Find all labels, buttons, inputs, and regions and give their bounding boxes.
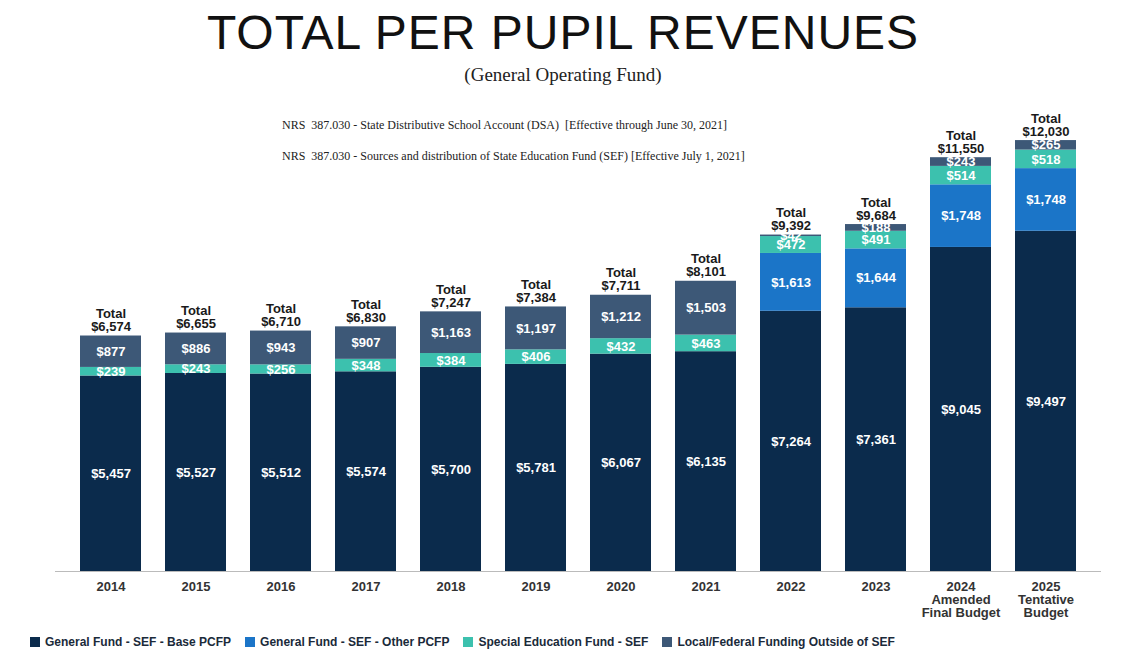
svg-text:$406: $406: [522, 349, 551, 364]
svg-text:$463: $463: [692, 336, 721, 351]
svg-text:$1,197: $1,197: [516, 321, 556, 336]
svg-text:Total$6,655: Total$6,655: [176, 303, 216, 331]
svg-text:Total$8,101: Total$8,101: [686, 251, 726, 279]
svg-text:$5,512: $5,512: [261, 465, 301, 480]
svg-text:$5,781: $5,781: [516, 460, 556, 475]
html-text:General Fund - SEF - Other PCF: General Fund - SEF - Other PCFP: [260, 635, 450, 649]
svg-text:Total$6,710: Total$6,710: [261, 301, 301, 329]
svg-text:2018: 2018: [437, 579, 466, 594]
svg-text:Total$7,247: Total$7,247: [431, 282, 471, 310]
svg-text:Total$11,550: Total$11,550: [938, 128, 984, 156]
svg-text:$491: $491: [861, 232, 891, 248]
svg-text:$239: $239: [97, 364, 126, 379]
svg-text:2022: 2022: [777, 579, 806, 594]
svg-text:$243: $243: [182, 361, 211, 376]
svg-text:$9,497: $9,497: [1026, 394, 1066, 409]
svg-text:Total$7,384: Total$7,384: [516, 277, 557, 305]
html-text:Local/Federal Funding Outside: Local/Federal Funding Outside of SEF: [677, 635, 895, 649]
svg-text:$514: $514: [947, 168, 977, 183]
svg-text:$9,045: $9,045: [941, 402, 981, 417]
svg-text:Total$6,574: Total$6,574: [91, 306, 132, 334]
svg-text:$256: $256: [267, 362, 296, 377]
html-text:Special Education Fund - SEF: Special Education Fund - SEF: [478, 635, 649, 649]
svg-text:$5,527: $5,527: [176, 465, 216, 480]
html-text:General Fund - SEF - Base PCFP: General Fund - SEF - Base PCFP: [45, 635, 231, 649]
svg-text:$1,163: $1,163: [431, 325, 471, 340]
svg-text:2016: 2016: [267, 579, 296, 594]
svg-text:$1,644: $1,644: [856, 270, 897, 285]
svg-text:2019: 2019: [522, 579, 551, 594]
svg-text:2024AmendedFinal Budget: 2024AmendedFinal Budget: [922, 579, 1001, 620]
html-text:NRS 387.030 - Sources and dist: NRS 387.030 - Sources and distribution o…: [282, 149, 745, 163]
svg-text:Total$9,684: Total$9,684: [856, 195, 897, 223]
svg-text:Total$7,711: Total$7,711: [601, 265, 640, 293]
svg-text:$877: $877: [97, 344, 126, 359]
svg-text:2020: 2020: [607, 579, 636, 594]
svg-text:$1,503: $1,503: [686, 300, 726, 315]
html-text:TOTAL PER PUPIL REVENUES: TOTAL PER PUPIL REVENUES: [206, 6, 920, 59]
svg-text:$6,067: $6,067: [601, 455, 641, 470]
svg-text:$265: $265: [1032, 137, 1061, 152]
svg-text:Total$12,030: Total$12,030: [1023, 111, 1070, 139]
svg-text:Total$9,392: Total$9,392: [771, 205, 811, 233]
svg-text:2014: 2014: [97, 579, 127, 594]
svg-text:2025TentativeBudget: 2025TentativeBudget: [1018, 579, 1074, 620]
svg-text:2017: 2017: [352, 579, 381, 594]
svg-text:$384: $384: [437, 353, 467, 368]
svg-text:$886: $886: [182, 341, 211, 356]
svg-text:$1,748: $1,748: [1026, 192, 1066, 207]
svg-text:Total$6,830: Total$6,830: [346, 297, 386, 325]
svg-text:$432: $432: [607, 339, 636, 354]
svg-text:$943: $943: [267, 340, 296, 355]
svg-text:$1,212: $1,212: [601, 309, 641, 324]
svg-text:$1,613: $1,613: [771, 275, 811, 290]
svg-text:$42: $42: [780, 228, 802, 243]
svg-text:2021: 2021: [692, 579, 721, 594]
svg-text:$1,748: $1,748: [941, 208, 981, 223]
svg-text:$907: $907: [352, 335, 381, 350]
svg-text:$472: $472: [776, 237, 806, 253]
svg-text:$6,135: $6,135: [686, 454, 726, 469]
svg-text:$5,700: $5,700: [431, 462, 471, 477]
html-text:NRS 387.030 - State Distributi: NRS 387.030 - State Distributive School …: [282, 118, 728, 132]
svg-text:$7,361: $7,361: [856, 432, 896, 447]
svg-text:$7,264: $7,264: [771, 434, 812, 449]
svg-text:$188: $188: [861, 220, 891, 236]
svg-text:$5,457: $5,457: [91, 466, 131, 481]
svg-text:$243: $243: [947, 154, 976, 169]
svg-text:2015: 2015: [182, 579, 211, 594]
svg-text:$518: $518: [1032, 152, 1061, 167]
svg-text:$5,574: $5,574: [346, 464, 387, 479]
html-text:(General Operating Fund): (General Operating Fund): [464, 64, 662, 85]
svg-text:$348: $348: [352, 358, 381, 373]
svg-text:2023: 2023: [862, 579, 891, 594]
